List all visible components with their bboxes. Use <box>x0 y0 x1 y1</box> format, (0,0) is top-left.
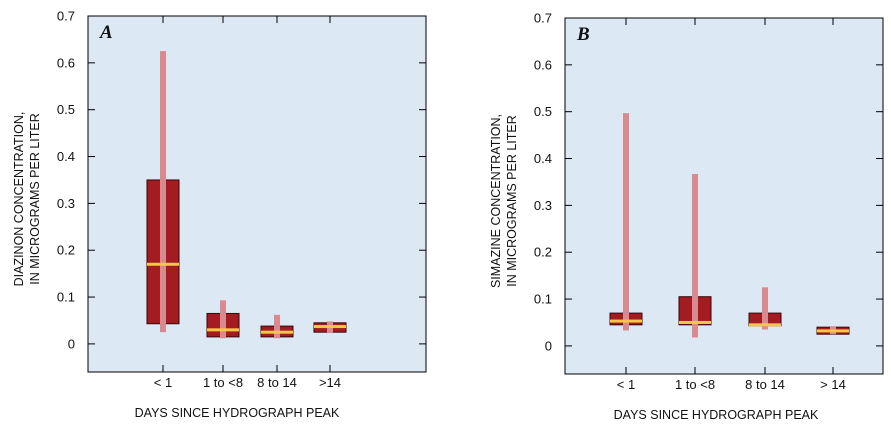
median-line <box>679 320 711 324</box>
x-tick-label: 1 to <8 <box>675 377 715 392</box>
y-tick-label: 0.4 <box>57 149 75 164</box>
median-line <box>147 262 179 266</box>
median-line <box>207 328 239 332</box>
chart-panel-b: 0 0.1 0.2 0.3 0.4 0.5 0.6 0.7 < 1 1 to <8 8 to 14 >… <box>489 11 884 422</box>
y-axis-label: SIMAZINE CONCENTRATION, <box>489 114 503 288</box>
y-tick-label: 0.3 <box>57 196 75 211</box>
x-tick-label: 8 to 14 <box>745 377 785 392</box>
panel-label: A <box>99 22 113 43</box>
chart-panel-a: 0 0.1 0.2 0.3 0.4 0.5 0.6 0.7 < 1 1 to <8 8 to 14 >… <box>12 9 427 420</box>
median-line <box>749 323 781 327</box>
y-tick-label: 0.2 <box>534 245 552 260</box>
y-tick-label: 0.6 <box>57 55 75 70</box>
y-tick-label: 0.5 <box>57 102 75 117</box>
y-tick-label: 0 <box>68 336 75 351</box>
y-tick-label: 0.1 <box>534 292 552 307</box>
y-axis-label: DIAZINON CONCENTRATION, <box>12 112 26 287</box>
y-tick-label: 0 <box>545 338 552 353</box>
median-line <box>261 330 293 334</box>
whisker <box>692 173 698 338</box>
y-tick-label: 0.1 <box>57 290 75 305</box>
y-tick-label: 0.3 <box>534 198 552 213</box>
whisker <box>762 287 768 330</box>
x-tick-label: 8 to 14 <box>257 375 297 390</box>
y-axis-label: IN MICROGRAMS PER LITER <box>505 115 519 287</box>
x-tick-label: 1 to <8 <box>203 375 243 390</box>
y-tick-label: 0.5 <box>534 104 552 119</box>
x-axis-label: DAYS SINCE HYDROGRAPH PEAK <box>614 408 819 422</box>
x-tick-label: >14 <box>319 375 341 390</box>
y-tick-label: 0.7 <box>57 9 75 24</box>
x-tick-label: < 1 <box>617 377 635 392</box>
whisker <box>160 51 166 333</box>
x-tick-label: < 1 <box>154 375 172 390</box>
whisker <box>623 113 629 331</box>
plot-area <box>87 15 427 373</box>
median-line <box>610 319 642 323</box>
panel-label: B <box>576 24 590 45</box>
whisker <box>220 300 226 339</box>
y-tick-label: 0.6 <box>534 57 552 72</box>
median-line <box>817 329 849 333</box>
y-tick-label: 0.2 <box>57 243 75 258</box>
x-axis-label: DAYS SINCE HYDROGRAPH PEAK <box>135 406 340 420</box>
y-tick-label: 0.4 <box>534 151 552 166</box>
y-tick-label: 0.7 <box>534 11 552 26</box>
y-axis-label: IN MICROGRAMS PER LITER <box>28 113 42 285</box>
whisker <box>274 314 280 339</box>
x-tick-label: > 14 <box>820 377 846 392</box>
median-line <box>314 325 346 329</box>
